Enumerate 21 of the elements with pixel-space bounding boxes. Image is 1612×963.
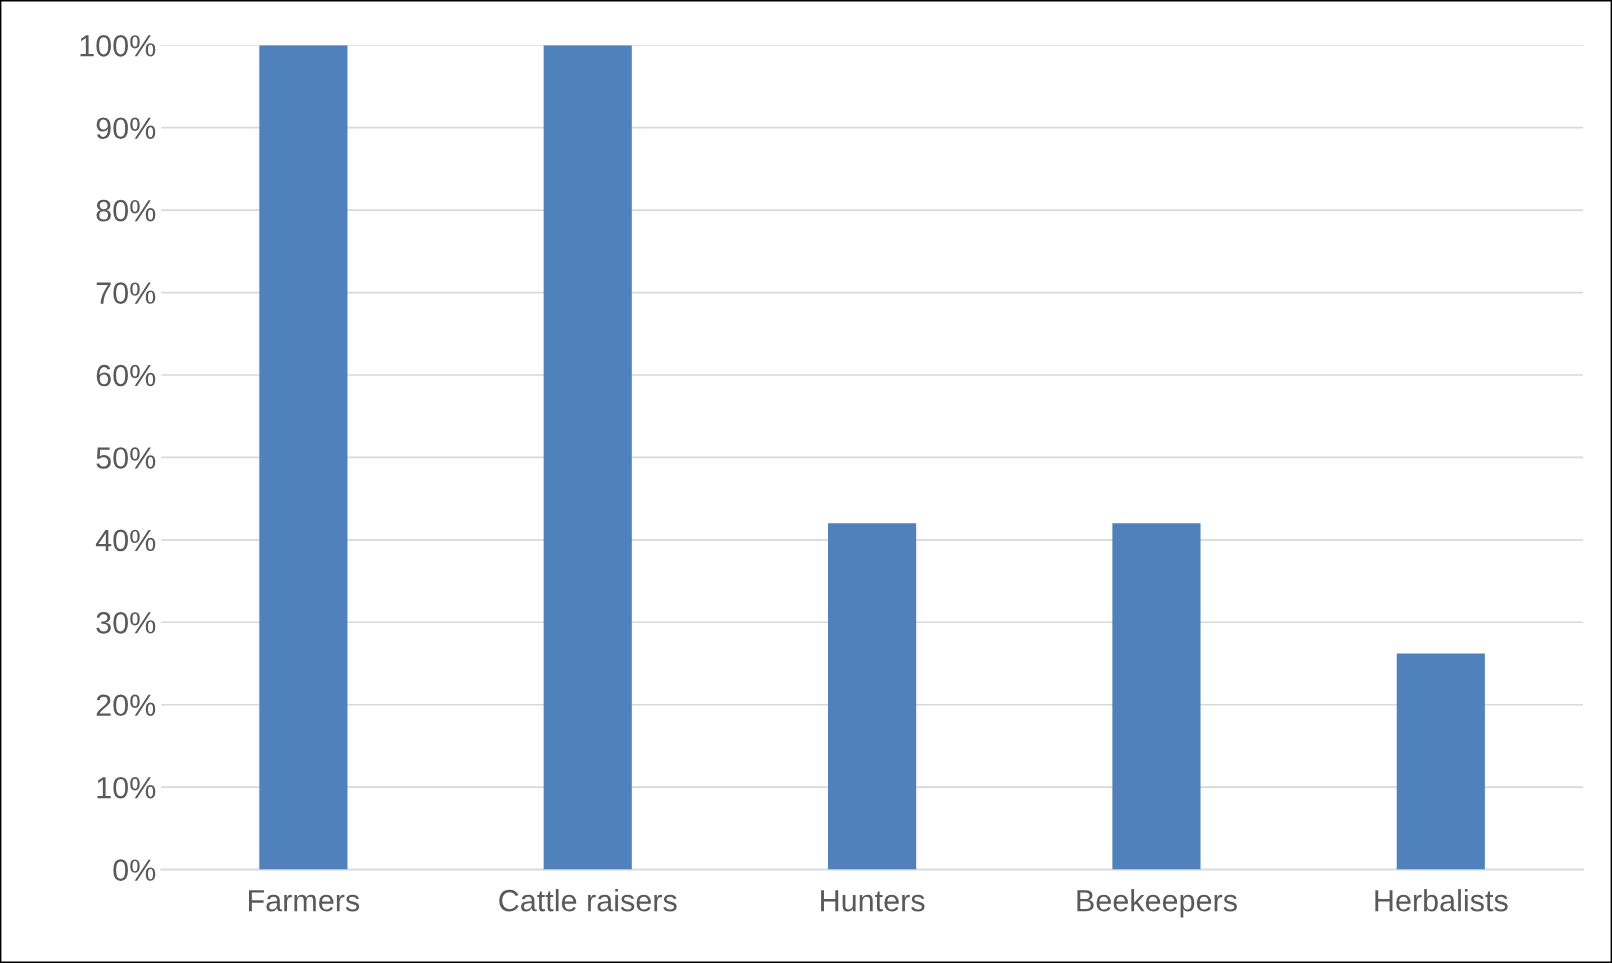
x-tick-label: Hunters <box>821 890 925 912</box>
bar <box>259 45 348 870</box>
bar <box>1396 653 1485 870</box>
y-tick-label: 0% <box>113 859 156 881</box>
y-tick-label: 20% <box>96 694 156 717</box>
y-tick-label: 30% <box>96 612 156 634</box>
y-tick-label: 80% <box>96 199 156 222</box>
bar <box>543 45 632 870</box>
y-tick-label: 50% <box>96 447 156 469</box>
y-tick-label: 40% <box>95 529 156 552</box>
x-tick-label: Herbalists <box>1375 889 1508 912</box>
y-tick-label: 70% <box>96 282 156 304</box>
bar <box>1112 523 1201 870</box>
y-tick-label: 90% <box>96 117 156 140</box>
bar <box>828 523 917 870</box>
y-tick-label: 10% <box>97 776 156 799</box>
x-tick-label: Farmers <box>249 890 360 912</box>
x-tick-label: Beekeepers <box>1077 889 1237 918</box>
y-tick-label: 60% <box>96 364 156 387</box>
x-tick-label: Cattle raisers <box>499 889 677 912</box>
y-tick-label: 100% <box>80 35 156 57</box>
